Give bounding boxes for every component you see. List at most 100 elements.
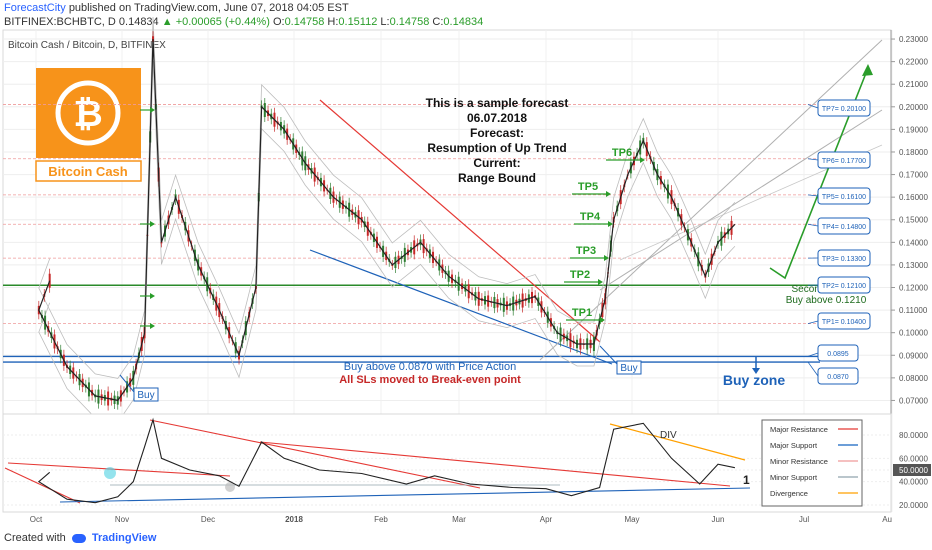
forecast-line: Resumption of Up Trend [427, 141, 566, 155]
o-label: O: [272, 16, 285, 28]
last-price: 0.14834 [118, 16, 159, 28]
tp-labels: TP1 TP2 TP3 TP4 TP5 TP6 [140, 107, 645, 329]
current-value-box [893, 464, 931, 476]
pivot-label: 1 [743, 473, 750, 487]
second-chance-line2: Buy above 0.1210 [786, 295, 867, 306]
legend-label: Major Support [770, 441, 818, 450]
logo-caption: Bitcoin Cash [48, 164, 128, 179]
series-title: Bitcoin Cash / Bitcoin, D, BITFINEX [8, 40, 166, 51]
time-tick-label: Au [882, 515, 892, 524]
created-with-text: Created with [4, 532, 66, 544]
callout-box-buy2 [817, 367, 859, 385]
level-lines [3, 104, 820, 363]
time-tick-label: May [624, 515, 639, 524]
time-tick-label: Nov [115, 515, 129, 524]
price-tick-label: 0.12000 [899, 284, 928, 293]
price-tick-label: 0.09000 [899, 351, 928, 360]
forecast-line: Range Bound [458, 171, 536, 185]
price-axis: 0.23000 0.22000 0.21000 0.20000 0.19000 0.180… [890, 30, 928, 512]
indicator-tick-label: 40.0000 [899, 478, 928, 487]
callout-leader [807, 223, 819, 227]
callout-box-TP2 [817, 276, 871, 294]
up-arrow-icon: ▲ [161, 16, 173, 28]
callout-text-buy2: 0.0870 [827, 374, 849, 381]
indicator-tick-label: 80.0000 [899, 431, 928, 440]
arrow-head-icon [150, 107, 155, 113]
price-tick-label: 0.22000 [899, 58, 928, 67]
price-tick-label: 0.18000 [899, 148, 928, 157]
price-tick-label: 0.14000 [899, 238, 928, 247]
tp-arrow-head-icon [640, 157, 645, 163]
low-value: 0.14758 [389, 16, 430, 28]
published-text: published on TradingView.com, June 07, 2… [68, 2, 349, 14]
tp-label-TP6: TP6 [612, 147, 632, 159]
callout-text-TP7: TP7= 0.20100 [822, 106, 866, 113]
time-tick-label: Jun [712, 515, 725, 524]
price-tick-label: 0.23000 [899, 35, 928, 44]
callout-text-TP6: TP6= 0.17700 [822, 158, 866, 165]
tp-arrow-head-icon [608, 221, 613, 227]
callout-box-TP6 [817, 151, 871, 169]
forecast-text: This is a sample forecast06.07.2018Forec… [426, 96, 569, 185]
publish-line: ForecastCity published on TradingView.co… [4, 2, 349, 14]
callout-text-TP5: TP5= 0.16100 [822, 194, 866, 201]
callout-leader [807, 194, 819, 197]
indicator-line [37, 417, 736, 504]
buy-marker-right: Buy [599, 345, 642, 375]
callout-leader [807, 158, 819, 161]
forecast-arrow [769, 64, 873, 280]
time-tick-label: Dec [201, 515, 215, 524]
tp-arrow-head-icon [606, 191, 611, 197]
symbol-name: BITFINEX:BCHBTC, D [4, 16, 116, 28]
tp-label-TP1: TP1 [572, 307, 592, 319]
bitcoin-cash-logo: ₿ Bitcoin Cash [35, 68, 142, 182]
price-tick-label: 0.19000 [899, 125, 928, 134]
time-tick-label: Feb [374, 515, 388, 524]
price-line [38, 38, 736, 402]
author-link[interactable]: ForecastCity [4, 2, 66, 14]
upper-band [38, 17, 736, 379]
callout-box-buy1 [817, 344, 859, 362]
callout-text-TP2: TP2= 0.12100 [822, 283, 866, 290]
legend-label: Minor Support [770, 473, 818, 482]
buy-marker-right-text: Buy [620, 363, 637, 374]
indicator-pane [2, 413, 892, 513]
sls-note: All SLs moved to Break-even point [339, 374, 521, 386]
callout-box-TP7 [817, 99, 871, 117]
price-tick-label: 0.07000 [899, 396, 928, 405]
tradingview-brand[interactable]: TradingView [91, 532, 157, 544]
forecast-line: Current: [473, 156, 520, 170]
footer: Created with TradingView [4, 532, 156, 544]
callout-text-TP1: TP1= 0.10400 [822, 319, 866, 326]
arrow-head-icon [150, 293, 155, 299]
forecast-line: Forecast: [470, 126, 524, 140]
legend-label: Divergence [770, 489, 808, 498]
tradingview-logo-icon [71, 533, 86, 543]
callout-text-TP4: TP4= 0.14800 [822, 224, 866, 231]
indicator-axis: 80.0000 60.0000 50.0000 40.0000 20.0000 [893, 431, 931, 510]
h-label: H: [327, 16, 339, 28]
callout-leader [807, 104, 819, 109]
callout-leader [807, 352, 819, 357]
indicator-tick-label: 50.0000 [899, 466, 928, 475]
indicator-legend: Major Resistance Major Support Minor Resis… [761, 419, 863, 507]
bitcoin-symbol-icon: ₿ [73, 93, 102, 134]
indicator-tick-label: 20.0000 [899, 501, 928, 510]
tp-label-TP2: TP2 [570, 269, 590, 281]
price-tick-label: 0.16000 [899, 193, 928, 202]
price-tick-label: 0.17000 [899, 171, 928, 180]
time-tick-label: Mar [452, 515, 466, 524]
callout-box-TP5 [817, 187, 871, 205]
arrow-head-icon [150, 221, 155, 227]
price-tick-label: 0.15000 [899, 216, 928, 225]
callout-text-buy1: 0.0895 [827, 351, 849, 358]
buy-marker-left-text: Buy [137, 390, 154, 401]
time-tick-label: 2018 [285, 515, 303, 524]
open-value: 0.14758 [284, 16, 325, 28]
callout-leader [807, 320, 819, 325]
buy-marker-left: Buy [119, 374, 159, 402]
candle-body [160, 242, 163, 244]
tp-label-TP3: TP3 [576, 245, 596, 257]
forecast-line: This is a sample forecast [426, 96, 569, 110]
